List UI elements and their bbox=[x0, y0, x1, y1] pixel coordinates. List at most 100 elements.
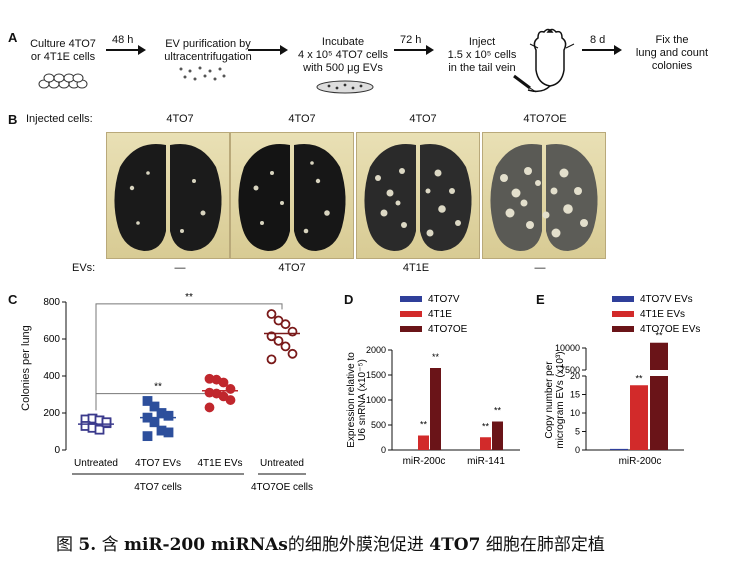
caption-text-1: 含 bbox=[101, 535, 119, 555]
data-point bbox=[225, 384, 236, 394]
injected-cells-2: 4TO7 bbox=[288, 113, 316, 125]
cells-icon bbox=[38, 73, 88, 89]
y-tick-label: 400 bbox=[43, 371, 60, 382]
data-point bbox=[287, 326, 298, 337]
step-incubate: Incubate 4 x 10⁵ 4TO7 cells with 500 μg … bbox=[298, 36, 388, 74]
data-point bbox=[142, 396, 153, 406]
injected-cells-1: 4TO7 bbox=[166, 113, 194, 125]
caption-bold-2: 4TO7 bbox=[429, 535, 481, 555]
evs-label: EVs: bbox=[72, 262, 96, 274]
x-tick-label: miR-200c bbox=[619, 456, 662, 467]
injected-cells-label: Injected cells: bbox=[26, 113, 93, 125]
x-tick-label: 4T1E EVs bbox=[197, 458, 242, 469]
lung-image-2 bbox=[230, 132, 354, 259]
y-tick-label: 20 bbox=[570, 371, 580, 381]
step-culture: Culture 4TO7 or 4T1E cells bbox=[30, 38, 96, 63]
step-fix-lung: Fix the lung and count colonies bbox=[635, 34, 709, 72]
x-tick-label: Untreated bbox=[260, 458, 304, 469]
panel-d-bar-chart: 4TO7V 4T1E 4TO7OE Expression relative toU6 … bbox=[346, 294, 520, 467]
panel-a-letter: A bbox=[8, 30, 18, 45]
y-tick-label: 7500 bbox=[560, 365, 580, 375]
data-point bbox=[204, 402, 215, 413]
y-tick-label: 10000 bbox=[555, 343, 580, 353]
significance-label: ** bbox=[420, 420, 428, 430]
bar bbox=[430, 368, 441, 450]
data-point bbox=[280, 319, 291, 330]
caption-prefix: 图 bbox=[56, 535, 73, 555]
evs-1: — bbox=[174, 262, 186, 274]
bar bbox=[650, 376, 668, 450]
data-point bbox=[266, 354, 277, 365]
panel-c-scatter-chart: 0 200 400 600 800 ** ** Untreated 4TO7 EVs 4T1E E… bbox=[43, 292, 313, 493]
data-point bbox=[273, 335, 284, 346]
significance-label: ** bbox=[494, 406, 502, 416]
y-tick-label: 15 bbox=[570, 390, 580, 400]
arrow-icon bbox=[582, 45, 622, 55]
evs-3: 4T1E bbox=[402, 262, 430, 274]
legend-label: 4TO7OE bbox=[428, 324, 468, 335]
caption-text-2: 的细胞外膜泡促进 bbox=[287, 535, 424, 555]
data-point bbox=[101, 417, 112, 428]
arrow-8d-label: 8 d bbox=[590, 34, 606, 46]
lung-image-4 bbox=[482, 132, 606, 259]
legend-label: 4TO7V bbox=[428, 294, 460, 305]
arrow-icon bbox=[248, 45, 288, 55]
y-tick-label: 600 bbox=[43, 334, 60, 345]
evs-4: — bbox=[534, 262, 546, 274]
ev-dots-icon bbox=[179, 66, 226, 81]
data-point bbox=[163, 410, 174, 421]
significance-label: ** bbox=[432, 352, 440, 362]
legend-label: 4T1E bbox=[428, 309, 452, 320]
panel-d-letter: D bbox=[344, 292, 354, 307]
step-inject: Inject 1.5 x 10⁵ cells in the tail vein bbox=[447, 36, 517, 74]
legend-swatch bbox=[612, 326, 634, 332]
group-label: 4TO7OE cells bbox=[251, 482, 313, 493]
panel-b-letter: B bbox=[8, 112, 18, 127]
data-point bbox=[94, 424, 105, 435]
y-axis-label: Copy number permicrogram EVs (x10³) bbox=[544, 351, 566, 448]
legend-label: 4TO7OE EVs bbox=[640, 324, 700, 335]
evs-2: 4TO7 bbox=[278, 262, 306, 274]
y-tick-label: 200 bbox=[43, 408, 60, 419]
x-tick-label: miR-141 bbox=[467, 456, 505, 467]
y-tick-label: 800 bbox=[43, 297, 60, 308]
y-tick-label: 10 bbox=[570, 408, 580, 418]
panel-e-bar-chart: 4TO7V EVs 4T1E EVs 4TO7OE EVs Copy number p… bbox=[544, 294, 700, 467]
caption-bold-1: miR-200 miRNAs bbox=[123, 535, 288, 555]
arrow-72h-label: 72 h bbox=[400, 34, 422, 46]
y-tick-label: 500 bbox=[371, 420, 386, 430]
lung-image-3 bbox=[356, 132, 480, 259]
figure-caption: 图 5. 含 miR-200 miRNAs的细胞外膜泡促进 4TO7 细胞在肺部… bbox=[56, 530, 605, 555]
injected-cells-4: 4TO7OE bbox=[523, 113, 567, 125]
arrow-icon bbox=[394, 45, 434, 55]
y-axis-label: Expression relative toU6 snRNA (x10⁻⁵) bbox=[346, 352, 368, 448]
panel-c-letter: C bbox=[8, 292, 18, 307]
data-point bbox=[149, 401, 160, 412]
panel-e-letter: E bbox=[536, 292, 545, 307]
bar bbox=[650, 342, 668, 370]
y-tick-label: 0 bbox=[381, 445, 386, 455]
data-point bbox=[266, 331, 277, 342]
data-point bbox=[142, 431, 153, 442]
bar bbox=[480, 437, 491, 450]
data-point bbox=[225, 395, 236, 405]
y-tick-label: 0 bbox=[54, 445, 60, 456]
legend-label: 4T1E EVs bbox=[640, 309, 685, 320]
step-ev-purification: EV purification by ultracentrifugation bbox=[164, 38, 252, 63]
incubation-dish-icon bbox=[316, 80, 374, 94]
legend-swatch bbox=[612, 311, 634, 317]
data-point bbox=[266, 309, 277, 319]
arrow-icon bbox=[106, 45, 146, 55]
bar bbox=[418, 435, 429, 450]
mouse-injection-icon bbox=[513, 28, 575, 93]
significance-label: ** bbox=[185, 292, 193, 303]
y-tick-label: 1000 bbox=[366, 395, 386, 405]
x-tick-label: Untreated bbox=[74, 458, 118, 469]
bar bbox=[630, 385, 648, 450]
bar bbox=[610, 448, 628, 450]
significance-bracket bbox=[95, 303, 283, 411]
y-tick-label: 2000 bbox=[366, 345, 386, 355]
injected-cells-3: 4TO7 bbox=[409, 113, 437, 125]
significance-label: ** bbox=[655, 331, 663, 341]
data-point bbox=[163, 427, 174, 438]
